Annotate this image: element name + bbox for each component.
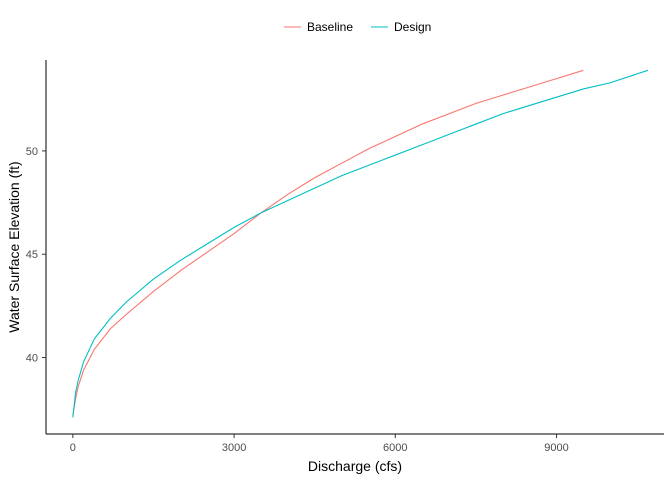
y-axis-ticks: 40 45 50 — [26, 146, 46, 365]
x-axis-title: Discharge (cfs) — [308, 458, 402, 474]
y-tick-label: 40 — [26, 353, 38, 365]
series-line-baseline — [72, 69, 584, 416]
legend-label-design: Design — [394, 20, 431, 34]
x-tick-label: 9000 — [544, 442, 568, 454]
x-axis-ticks: 0 3000 6000 9000 — [70, 434, 569, 454]
legend: Baseline Design — [284, 20, 431, 34]
series-line-design — [72, 69, 649, 418]
x-tick-label: 0 — [70, 442, 76, 454]
y-tick-label: 45 — [26, 249, 38, 261]
legend-label-baseline: Baseline — [307, 20, 353, 34]
y-tick-label: 50 — [26, 146, 38, 158]
x-tick-label: 3000 — [222, 442, 246, 454]
y-axis-title: Water Surface Elevation (ft) — [6, 161, 22, 332]
plot-area — [72, 69, 649, 418]
x-tick-label: 6000 — [383, 442, 407, 454]
